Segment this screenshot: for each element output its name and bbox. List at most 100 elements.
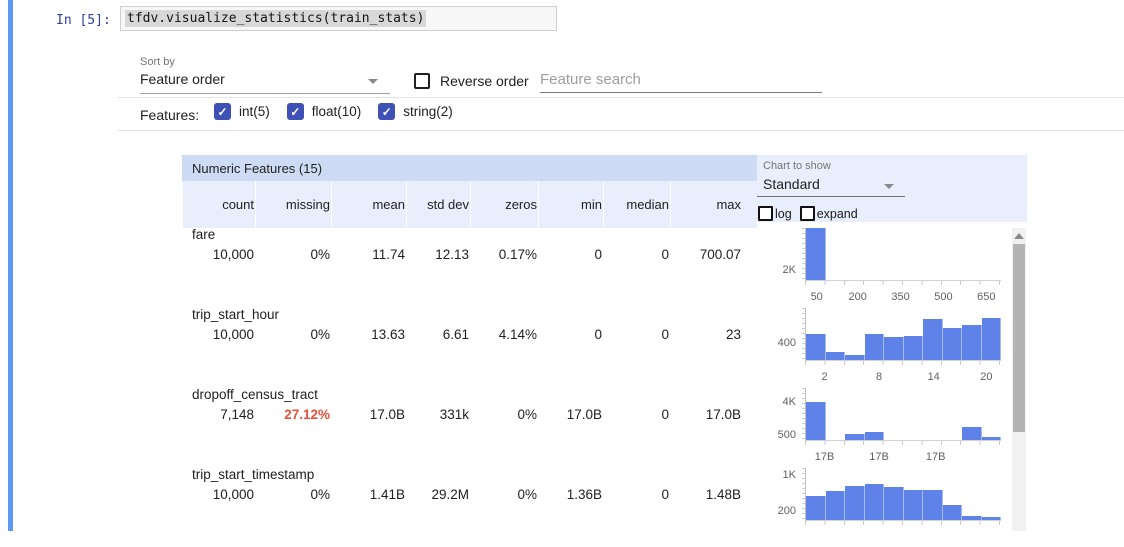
stat-value-zeros: 0.17%	[498, 247, 537, 262]
stat-value-mean: 17.0B	[369, 407, 405, 422]
feature-type-label: string(2)	[403, 104, 453, 119]
column-header-min: min	[538, 181, 603, 228]
column-header-count: count	[182, 181, 255, 228]
stats-column-header: count missing mean std dev zeros min median max	[182, 181, 757, 228]
histogram-bar[interactable]	[962, 426, 982, 440]
x-axis-labels: 2 8 14 20	[805, 371, 1000, 385]
stat-value-max: 23	[725, 327, 741, 342]
histogram-bar[interactable]	[806, 333, 826, 360]
vertical-scrollbar[interactable]	[1012, 228, 1026, 531]
stat-value-mean: 1.41B	[369, 487, 405, 502]
stat-value-median: 0	[661, 247, 669, 262]
reverse-order-label: Reverse order	[440, 73, 529, 89]
histogram-bar[interactable]	[981, 517, 1001, 520]
histogram-bar[interactable]	[923, 490, 943, 520]
histogram-bar[interactable]	[903, 335, 923, 360]
histogram-bar[interactable]	[825, 491, 845, 520]
histogram-bar[interactable]	[864, 483, 884, 520]
x-tick-label: 350	[891, 291, 910, 303]
stat-value-std-dev: 29.2M	[431, 487, 469, 502]
histogram-trip_start_timestamp: 1K 200	[750, 468, 1001, 545]
scrollbar-thumb[interactable]	[1013, 244, 1025, 432]
log-checkbox[interactable]	[758, 206, 773, 221]
feature-row: dropoff_census_tract 7,148 27.12% 17.0B 331k…	[182, 387, 1027, 467]
x-tick-label: 17B	[869, 451, 889, 463]
y-tick-label: 1K	[782, 468, 796, 481]
histogram-bar[interactable]	[845, 485, 865, 520]
feature-type-filter: ✓ int(5)	[214, 103, 270, 120]
expand-checkbox-label: expand	[816, 206, 858, 221]
histogram-bar[interactable]	[884, 487, 904, 520]
stat-value-missing: 0%	[310, 327, 330, 342]
histogram-bar[interactable]	[942, 328, 962, 360]
x-axis-ticks	[805, 441, 1000, 445]
stat-value-missing: 27.12%	[284, 407, 330, 422]
scroll-up-icon[interactable]	[1014, 233, 1024, 239]
histogram-bar[interactable]	[864, 333, 884, 360]
plot	[802, 228, 1001, 281]
stat-value-max: 700.07	[699, 247, 741, 262]
feature-name: dropoff_census_tract	[192, 387, 318, 402]
histogram-bar[interactable]	[884, 337, 904, 360]
stat-value-std-dev: 12.13	[435, 247, 469, 262]
x-tick-label: 8	[876, 371, 883, 383]
code-cell[interactable]: tfdv.visualize_statistics(train_stats)	[120, 6, 557, 31]
y-axis-ticks	[802, 228, 806, 280]
select-underline	[757, 196, 905, 197]
column-header-zeros: zeros	[470, 181, 538, 228]
histogram-bar[interactable]	[903, 490, 923, 520]
stat-value-max: 17.0B	[705, 407, 741, 422]
stat-value-max: 1.48B	[705, 487, 741, 502]
y-axis-labels: 2K	[750, 228, 805, 280]
feature-type-checkbox[interactable]: ✓	[286, 103, 304, 120]
chart-options: log expand	[758, 206, 858, 221]
y-axis-ticks	[802, 308, 806, 360]
reverse-order-checkbox[interactable]	[414, 73, 430, 89]
expand-checkbox[interactable]	[799, 206, 815, 221]
histogram-bar[interactable]	[981, 436, 1001, 440]
feature-name: trip_start_timestamp	[192, 467, 315, 482]
histogram-bar[interactable]	[845, 434, 865, 440]
y-tick-label: 500	[777, 429, 796, 442]
stat-value-missing: 0%	[310, 247, 330, 262]
x-tick-label: 650	[977, 291, 996, 303]
plot	[802, 468, 1001, 521]
feature-stats: 7,148 27.12% 17.0B 331k 0% 17.0B 0 17.0B	[182, 407, 742, 422]
x-tick-label: 17B	[814, 451, 835, 463]
histogram-bar[interactable]	[962, 325, 982, 360]
histogram-bar[interactable]	[962, 516, 982, 520]
chart-type-select[interactable]: Standard	[763, 176, 820, 192]
histogram-bar[interactable]	[845, 354, 865, 360]
features-label: Features:	[140, 107, 200, 123]
histogram-bar[interactable]	[806, 495, 826, 520]
x-axis-ticks	[805, 521, 1000, 525]
stat-value-mean: 11.74	[372, 247, 405, 262]
y-axis-labels: 400	[750, 308, 805, 360]
feature-search-input[interactable]	[540, 66, 822, 93]
histogram-bar[interactable]	[981, 318, 1001, 360]
histogram-bar[interactable]	[806, 228, 826, 280]
stat-value-min: 0	[594, 247, 602, 262]
x-axis-labels: 50 200 350 500 650	[805, 291, 1000, 305]
feature-type-checkbox[interactable]: ✓	[214, 103, 231, 120]
x-tick-label: 17B	[925, 451, 946, 463]
plot-area: 2 8 14 20	[802, 308, 1001, 385]
sort-by-select[interactable]: Feature order	[140, 71, 390, 94]
feature-type-filter: ✓ float(10)	[286, 103, 361, 120]
x-tick-label: 2	[821, 371, 828, 383]
plot-area: 50 200 350 500 650	[802, 228, 1001, 305]
divider	[118, 97, 1124, 98]
stat-value-count: 10,000	[212, 247, 254, 262]
histogram-bar[interactable]	[942, 504, 962, 520]
x-tick-label: 200	[848, 291, 867, 303]
histogram-bar[interactable]	[864, 432, 884, 440]
feature-type-checkbox[interactable]: ✓	[378, 103, 396, 120]
feature-type-label: int(5)	[239, 104, 270, 119]
histogram-trip_start_hour: 400 2 8 14 20	[750, 308, 1001, 385]
histogram-bar[interactable]	[923, 319, 943, 360]
chevron-down-icon	[884, 184, 894, 189]
histogram-bar[interactable]	[825, 351, 845, 360]
stat-value-std-dev: 6.61	[442, 327, 469, 342]
y-axis-ticks	[802, 388, 806, 440]
histogram-bar[interactable]	[806, 402, 826, 440]
